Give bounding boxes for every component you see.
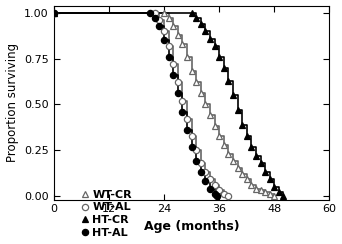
WT-CR — [171, 24, 175, 27]
HT-AL — [167, 55, 171, 58]
WT-AL — [212, 183, 216, 186]
WT-CR — [222, 143, 226, 146]
WT-AL — [222, 193, 226, 195]
WT-CR — [249, 183, 253, 186]
HT-CR — [277, 191, 281, 194]
HT-CR — [245, 134, 249, 137]
HT-AL — [153, 17, 157, 20]
Line: WT-CR: WT-CR — [51, 10, 277, 199]
HT-AL — [208, 187, 212, 190]
WT-AL — [189, 134, 194, 137]
WT-CR — [199, 92, 203, 95]
HT-CR — [236, 108, 240, 111]
WT-AL — [203, 171, 207, 173]
WT-AL — [176, 81, 180, 84]
HT-AL — [199, 171, 203, 173]
HT-CR — [203, 30, 207, 33]
WT-AL — [157, 19, 161, 22]
WT-AL — [217, 189, 221, 192]
WT-CR — [194, 81, 198, 84]
HT-CR — [194, 17, 198, 20]
HT-CR — [272, 185, 276, 188]
HT-AL — [52, 11, 56, 14]
HT-AL — [185, 129, 189, 132]
WT-CR — [245, 178, 249, 181]
HT-CR — [222, 66, 226, 69]
WT-CR — [180, 42, 184, 45]
Line: HT-CR: HT-CR — [51, 10, 287, 199]
WT-AL — [226, 194, 231, 197]
WT-AL — [185, 118, 189, 121]
WT-CR — [162, 11, 166, 14]
WT-CR — [203, 103, 207, 106]
WT-CR — [226, 152, 231, 155]
HT-AL — [194, 160, 198, 163]
HT-AL — [171, 74, 175, 77]
WT-CR — [268, 193, 272, 195]
WT-CR — [212, 125, 216, 128]
WT-AL — [171, 63, 175, 66]
WT-CR — [254, 187, 258, 190]
X-axis label: Age (months): Age (months) — [144, 220, 239, 233]
WT-CR — [272, 194, 276, 197]
Legend: WT-CR, WT-AL, HT-CR, HT-AL: WT-CR, WT-AL, HT-CR, HT-AL — [81, 190, 132, 238]
HT-CR — [249, 145, 253, 148]
HT-CR — [52, 11, 56, 14]
WT-CR — [259, 189, 263, 192]
HT-CR — [208, 37, 212, 40]
WT-CR — [208, 114, 212, 117]
HT-CR — [281, 194, 286, 197]
WT-AL — [208, 178, 212, 181]
HT-AL — [180, 110, 184, 113]
WT-CR — [176, 33, 180, 36]
WT-AL — [153, 11, 157, 14]
WT-CR — [185, 55, 189, 58]
Y-axis label: Proportion surviving: Proportion surviving — [5, 43, 18, 162]
HT-CR — [189, 11, 194, 14]
WT-AL — [167, 44, 171, 47]
HT-CR — [240, 123, 244, 126]
WT-CR — [236, 167, 240, 170]
HT-AL — [189, 145, 194, 148]
HT-AL — [162, 39, 166, 42]
WT-CR — [217, 134, 221, 137]
HT-AL — [212, 193, 216, 195]
Line: HT-AL: HT-AL — [51, 10, 220, 199]
WT-AL — [194, 149, 198, 152]
HT-CR — [217, 55, 221, 58]
WT-AL — [162, 30, 166, 33]
HT-AL — [148, 11, 152, 14]
HT-CR — [263, 171, 267, 173]
WT-CR — [189, 70, 194, 73]
HT-AL — [203, 180, 207, 183]
HT-AL — [215, 194, 219, 197]
WT-CR — [52, 11, 56, 14]
HT-CR — [268, 178, 272, 181]
WT-CR — [231, 160, 235, 163]
HT-AL — [176, 92, 180, 95]
HT-CR — [231, 94, 235, 97]
WT-CR — [240, 173, 244, 175]
HT-CR — [226, 79, 231, 82]
Line: WT-AL: WT-AL — [51, 10, 232, 199]
HT-CR — [212, 44, 216, 47]
HT-CR — [259, 162, 263, 164]
HT-CR — [199, 22, 203, 25]
HT-AL — [157, 24, 161, 27]
WT-AL — [180, 99, 184, 102]
WT-AL — [52, 11, 56, 14]
WT-CR — [167, 17, 171, 20]
WT-AL — [199, 162, 203, 164]
WT-CR — [263, 191, 267, 194]
HT-CR — [254, 154, 258, 157]
